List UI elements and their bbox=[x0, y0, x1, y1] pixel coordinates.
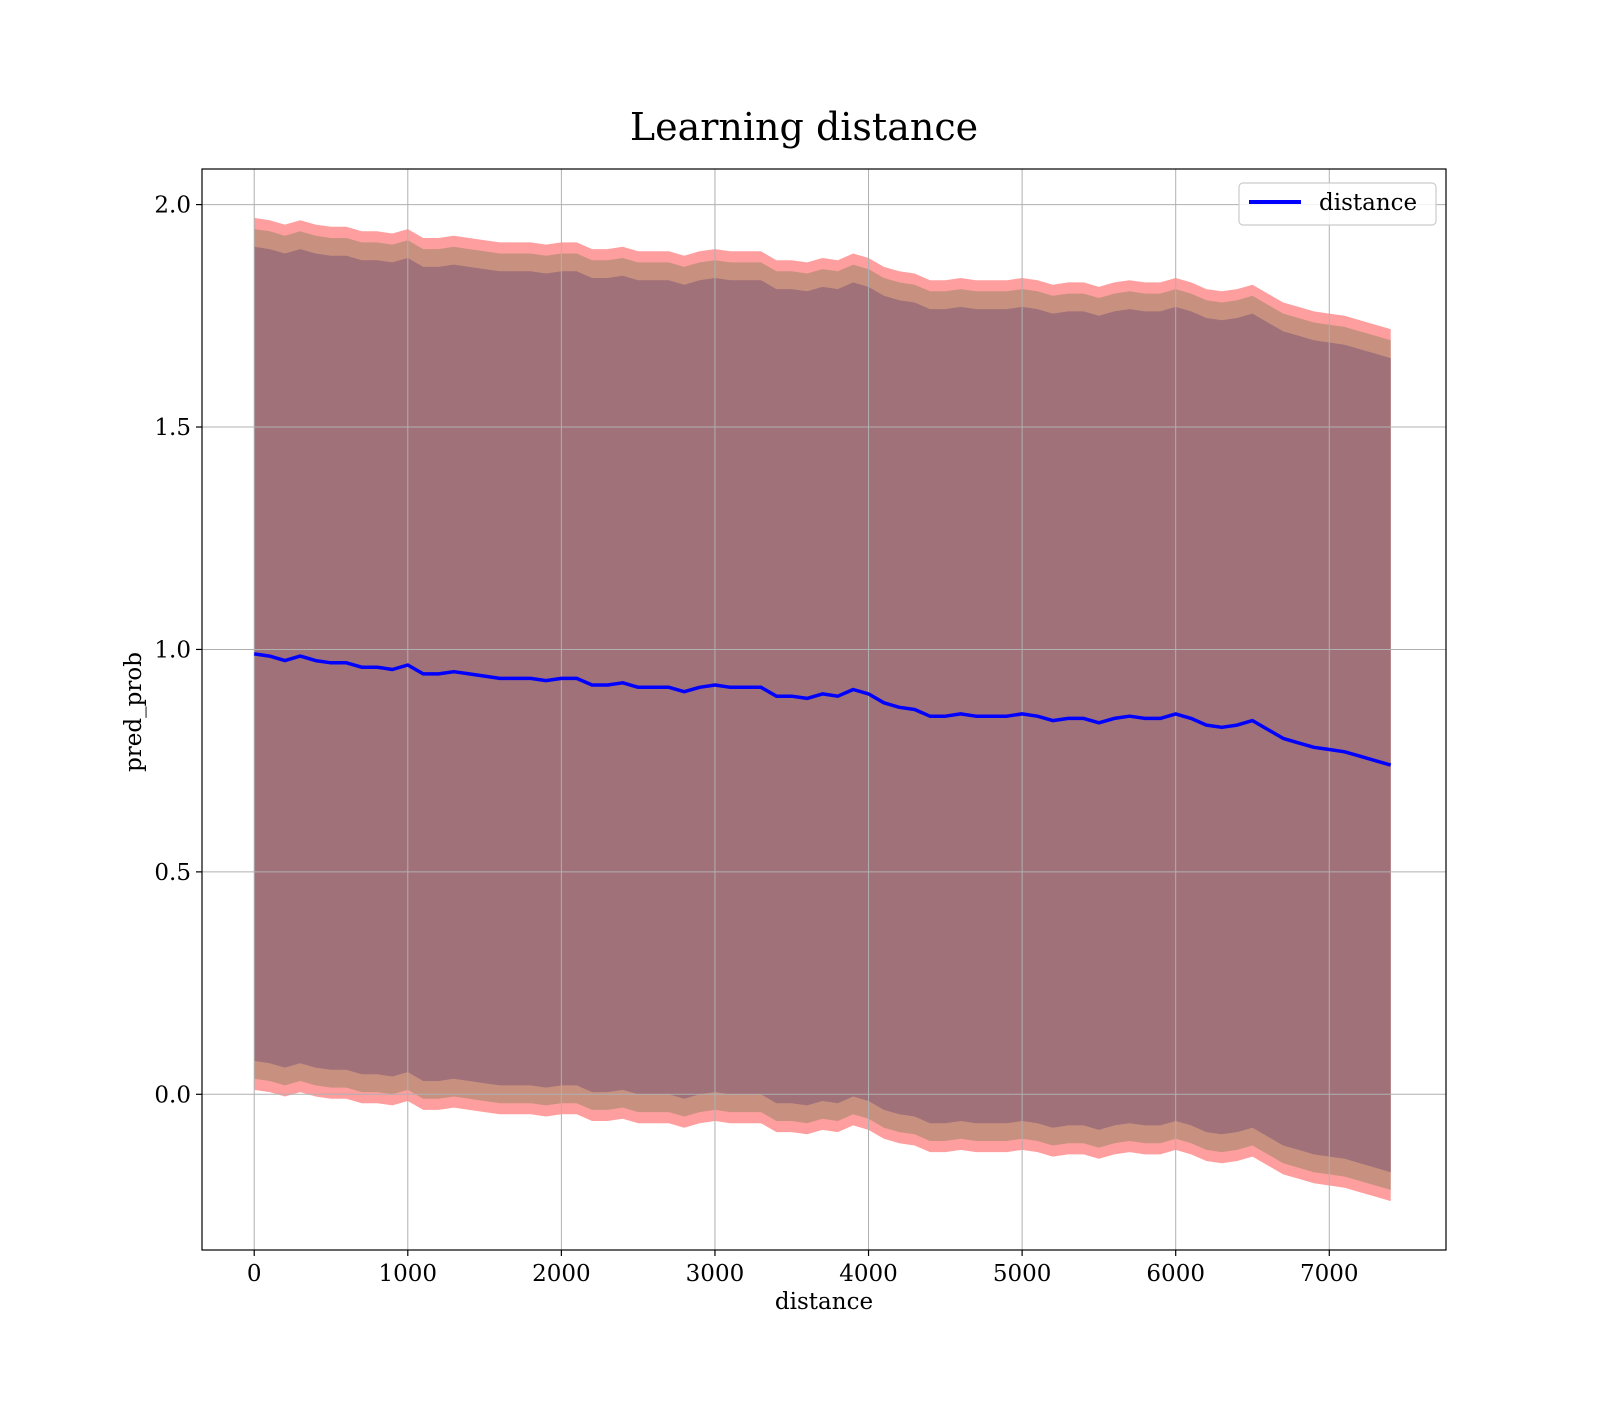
y-tick-label: 1.5 bbox=[154, 415, 191, 441]
y-axis-label: pred_prob bbox=[121, 652, 147, 772]
x-tick-label: 5000 bbox=[993, 1261, 1052, 1287]
band-inner bbox=[254, 246, 1391, 1173]
axes-frame bbox=[201, 168, 1447, 1251]
x-tick-label: 6000 bbox=[1146, 1261, 1205, 1287]
x-tick-label: 0 bbox=[247, 1261, 262, 1287]
x-tick-label: 3000 bbox=[686, 1261, 745, 1287]
x-tick-label: 1000 bbox=[379, 1261, 438, 1287]
x-tick-label: 7000 bbox=[1300, 1261, 1359, 1287]
legend-box bbox=[1238, 182, 1437, 226]
y-tick-label: 0.0 bbox=[154, 1082, 191, 1108]
chart-title: Learning distance bbox=[630, 105, 978, 149]
y-tick-label: 0.5 bbox=[154, 860, 191, 886]
legend-label-distance: distance bbox=[1319, 190, 1417, 216]
x-tick-label: 4000 bbox=[839, 1261, 898, 1287]
y-tick-label: 2.0 bbox=[154, 193, 191, 219]
series-line-distance bbox=[253, 652, 1392, 767]
y-tick-label: 1.0 bbox=[154, 637, 191, 663]
plot-area: 0 1000 2000 3000 4000 5000 6000 7000 0.0 0.5 1.0 1.… bbox=[154, 168, 1447, 1287]
x-axis-label: distance bbox=[775, 1289, 873, 1315]
legend: distance bbox=[1238, 182, 1437, 226]
x-tick-label: 2000 bbox=[532, 1261, 591, 1287]
